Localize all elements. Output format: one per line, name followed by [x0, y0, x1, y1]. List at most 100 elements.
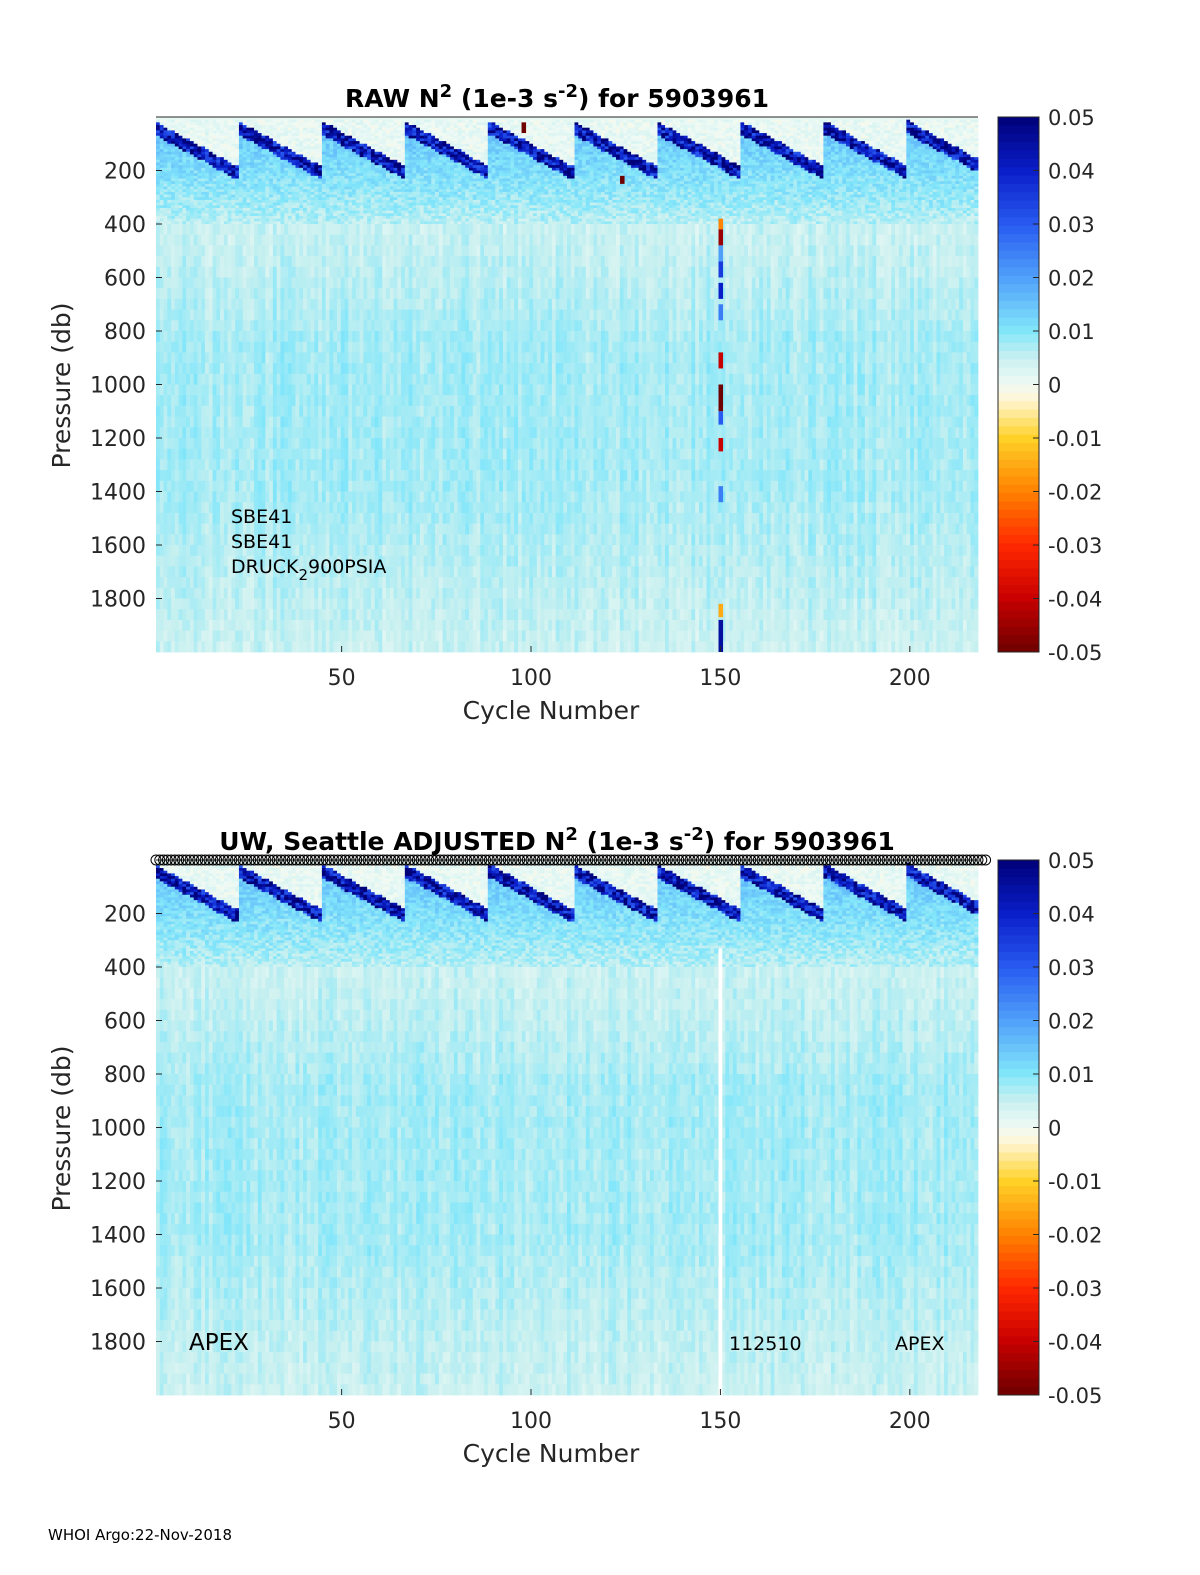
heatmap-cell — [197, 288, 202, 300]
heatmap-cell — [156, 207, 161, 212]
heatmap-cell — [386, 194, 391, 198]
heatmap-cell — [254, 138, 259, 142]
heatmap-cell — [287, 210, 293, 214]
heatmap-cell — [306, 480, 311, 492]
heatmap-cell — [333, 566, 338, 578]
heatmap-cell — [212, 491, 217, 503]
heatmap-cell — [246, 215, 251, 220]
heatmap-cell — [216, 416, 221, 428]
heatmap-cell — [238, 183, 244, 187]
heatmap-cell — [235, 125, 240, 129]
heatmap-cell — [235, 149, 240, 153]
heatmap-cell — [370, 224, 376, 236]
heatmap-cell — [156, 181, 161, 185]
heatmap-cell — [344, 609, 349, 621]
heatmap-cell — [340, 405, 345, 417]
heatmap-cell — [216, 641, 221, 653]
heatmap-cell — [370, 320, 376, 332]
heatmap-cell — [359, 416, 364, 428]
heatmap-cell — [246, 197, 251, 201]
heatmap-cell — [348, 191, 353, 195]
heatmap-cell — [235, 480, 240, 492]
heatmap-cell — [378, 138, 383, 142]
heatmap-cell — [265, 480, 270, 492]
heatmap-cell — [382, 162, 387, 166]
heatmap-cell — [299, 154, 304, 158]
heatmap-cell — [231, 141, 236, 145]
heatmap-cell — [182, 141, 187, 145]
heatmap-cell — [269, 470, 274, 482]
heatmap-cell — [280, 154, 285, 158]
heatmap-cell — [201, 135, 206, 139]
heatmap-cell — [352, 352, 357, 364]
heatmap-cell — [336, 199, 342, 204]
heatmap-cell — [299, 491, 304, 503]
heatmap-cell — [156, 352, 161, 364]
heatmap-cell — [250, 154, 255, 158]
heatmap-cell — [291, 331, 296, 343]
heatmap-cell — [257, 207, 262, 212]
heatmap-cell — [242, 331, 247, 343]
heatmap-cell — [291, 183, 296, 187]
heatmap-cell — [333, 183, 338, 187]
heatmap-cell — [197, 416, 202, 428]
heatmap-cell — [287, 438, 293, 450]
heatmap-cell — [223, 459, 229, 471]
heatmap-cell — [303, 341, 308, 353]
heatmap-cell — [310, 151, 315, 155]
heatmap-cell — [303, 173, 308, 177]
heatmap-cell — [374, 213, 379, 217]
heatmap-cell — [227, 523, 232, 535]
heatmap-cell — [216, 438, 221, 450]
heatmap-cell — [367, 117, 372, 121]
heatmap-cell — [352, 363, 357, 375]
heatmap-cell — [242, 320, 247, 332]
heatmap-cell — [186, 167, 191, 171]
heatmap-cell — [382, 245, 387, 257]
heatmap-cell — [352, 480, 357, 492]
heatmap-cell — [269, 135, 274, 139]
heatmap-cell — [336, 213, 342, 217]
heatmap-cell — [265, 545, 270, 557]
heatmap-cell — [321, 288, 327, 300]
heatmap-cell — [242, 194, 247, 198]
heatmap-cell — [235, 266, 240, 278]
heatmap-cell — [246, 373, 251, 385]
heatmap-cell — [159, 545, 164, 557]
heatmap-cell — [205, 117, 210, 121]
heatmap-cell — [352, 234, 357, 246]
heatmap-cell — [382, 630, 387, 642]
heatmap-cell — [382, 545, 387, 557]
heatmap-cell — [370, 384, 376, 396]
heatmap-cell — [189, 143, 195, 147]
heatmap-cell — [208, 416, 213, 428]
heatmap-cell — [189, 502, 195, 514]
heatmap-cell — [272, 122, 278, 126]
heatmap-cell — [325, 438, 330, 450]
heatmap-cell — [340, 224, 345, 236]
heatmap-cell — [189, 277, 195, 289]
heatmap-cell — [193, 480, 198, 492]
heatmap-cell — [363, 154, 368, 158]
heatmap-cell — [156, 277, 161, 289]
heatmap-cell — [389, 143, 394, 147]
heatmap-cell — [212, 427, 217, 439]
heatmap-cell — [220, 288, 225, 300]
heatmap-cell — [382, 523, 387, 535]
heatmap-cell — [216, 266, 221, 278]
heatmap-cell — [178, 459, 183, 471]
heatmap-cell — [284, 162, 289, 166]
heatmap-cell — [336, 309, 342, 321]
heatmap-cell — [231, 545, 236, 557]
heatmap-cell — [280, 641, 285, 653]
heatmap-cell — [344, 117, 349, 121]
heatmap-cell — [156, 210, 161, 214]
heatmap-cell — [171, 555, 176, 567]
heatmap-cell — [367, 135, 372, 139]
heatmap-cell — [178, 234, 183, 246]
heatmap-cell — [216, 491, 221, 503]
heatmap-cell — [348, 194, 353, 198]
heatmap-cell — [329, 480, 334, 492]
heatmap-cell — [284, 448, 289, 460]
heatmap-cell — [227, 133, 232, 137]
